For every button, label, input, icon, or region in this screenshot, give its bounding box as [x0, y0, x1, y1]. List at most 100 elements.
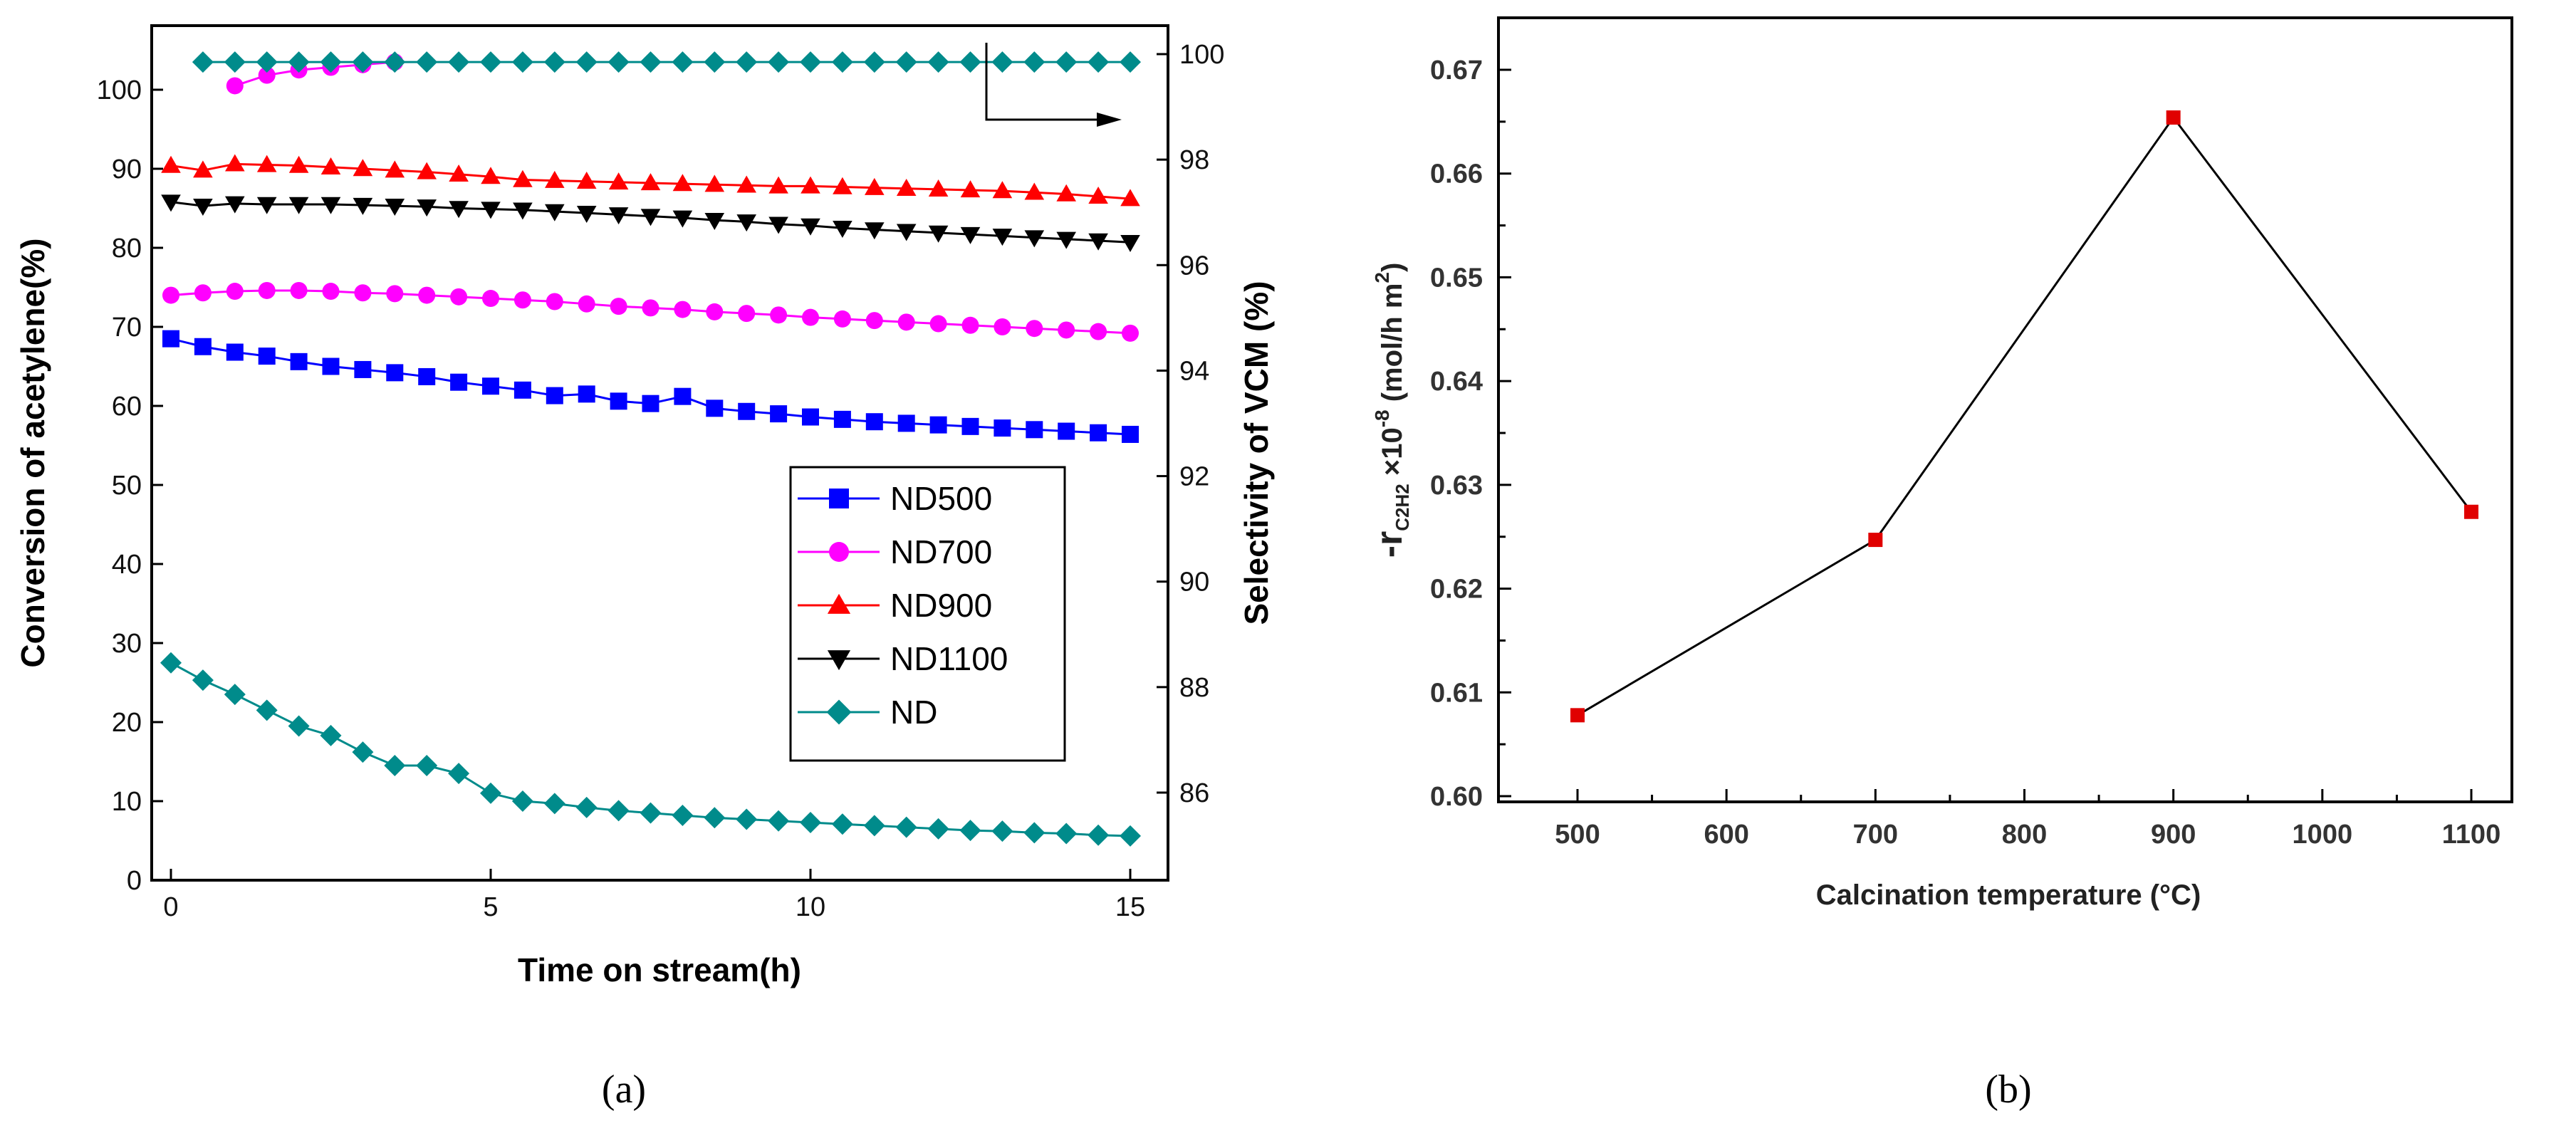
point-nd700 — [994, 318, 1011, 335]
point-nd700 — [802, 308, 819, 326]
point-nd500 — [833, 410, 851, 428]
point-nd700 — [610, 298, 627, 315]
x-tick-label: 15 — [1115, 892, 1145, 922]
point-nd900 — [320, 157, 341, 174]
point-nd — [768, 810, 790, 832]
point-nd500 — [162, 330, 179, 348]
point-nd700 — [642, 299, 659, 317]
point-nd — [640, 802, 662, 824]
point-nd1100 — [704, 212, 725, 230]
point-nd1100 — [833, 221, 852, 239]
legend-marker-nd — [826, 699, 852, 725]
selectivity-point-nd — [1023, 51, 1045, 73]
chart-b-frame — [1497, 16, 2513, 803]
selectivity-point-nd — [224, 51, 246, 73]
selectivity-point-nd — [863, 51, 885, 73]
point-nd900 — [225, 154, 245, 172]
point-nd — [991, 820, 1013, 842]
y-tick-label: 0 — [127, 866, 142, 896]
legend-label-nd: ND — [890, 694, 937, 731]
chart-b-y-axis-title: -rC2H2 ×10-8 (mol/h m2) — [1369, 263, 1413, 558]
point-nd500 — [929, 416, 947, 434]
series-line-nd500 — [170, 338, 1131, 436]
chart-a-y2-axis-title: Selectivity of VCM (%) — [1238, 281, 1275, 625]
y2-tick-label: 86 — [1179, 778, 1209, 808]
y-tick-label: 10 — [112, 787, 142, 817]
point-nd — [800, 811, 821, 833]
y-tick-label: 0.61 — [1430, 678, 1483, 708]
panel-label-a: (a) — [602, 1067, 646, 1112]
point-nd700 — [546, 293, 563, 310]
legend-marker-nd1100 — [827, 650, 851, 671]
x-tick-label: 800 — [2002, 820, 2047, 850]
selectivity-point-nd — [672, 51, 694, 73]
selectivity-point-nd — [800, 51, 821, 73]
point-nd1100 — [225, 196, 245, 214]
point-nd900 — [672, 174, 693, 192]
point-nd1100 — [992, 229, 1013, 246]
point-nd700 — [865, 312, 883, 330]
point-nd1100 — [481, 202, 501, 219]
point-nd500 — [354, 360, 372, 378]
point-nd — [256, 699, 278, 721]
point-nd900 — [449, 164, 469, 182]
point-nd1100 — [1088, 233, 1108, 251]
point-nd900 — [768, 176, 788, 194]
point-nd — [927, 818, 949, 840]
point-nd — [480, 782, 501, 804]
point-nd900 — [896, 178, 917, 196]
selectivity-point-nd — [831, 51, 853, 73]
y-tick-label: 100 — [97, 75, 142, 105]
chart-b: 500 600 700 800 900 1000 1100 0.60 0.61 0.62 0.63… — [1369, 16, 2513, 911]
point-nd1100 — [801, 218, 820, 236]
legend-label-nd500: ND500 — [890, 480, 992, 517]
y-tick-label: 20 — [112, 708, 142, 738]
point-nd — [352, 741, 374, 763]
point-nd500 — [674, 387, 692, 405]
point-nd — [192, 669, 214, 691]
point-nd1100 — [608, 207, 629, 225]
y-tick-label: 60 — [112, 392, 142, 422]
point-nd500 — [994, 419, 1011, 437]
point-nd — [1120, 825, 1141, 847]
point-nd1100 — [193, 198, 213, 216]
point-nd700 — [738, 305, 756, 323]
point-nd500 — [802, 408, 819, 426]
point-nd — [320, 724, 342, 746]
legend-marker-nd900 — [827, 593, 851, 614]
x-tick-label: 600 — [1704, 820, 1748, 850]
point-nd700 — [258, 281, 276, 299]
y2-tick-label: 96 — [1179, 251, 1209, 281]
point-nd500 — [513, 381, 531, 399]
legend-label-nd700: ND700 — [890, 533, 992, 570]
x-tick-label: 1100 — [2442, 820, 2501, 850]
point-nd700 — [578, 295, 595, 313]
point-nd500 — [578, 385, 595, 403]
point-nd500 — [865, 413, 883, 431]
point-nd500 — [386, 364, 404, 382]
y-tick-label: 0.65 — [1430, 263, 1483, 293]
point-nd1100 — [545, 204, 565, 221]
y2-tick-label: 88 — [1179, 673, 1209, 703]
point-nd900 — [1024, 182, 1045, 200]
point-nd500 — [226, 343, 244, 361]
rate-point — [1570, 708, 1585, 723]
point-nd700 — [674, 301, 692, 318]
point-nd500 — [1090, 424, 1107, 442]
y-tick-label: 0.64 — [1430, 367, 1483, 397]
selectivity-point-nd — [895, 51, 917, 73]
point-nd1100 — [385, 198, 405, 216]
point-nd — [288, 715, 310, 737]
point-nd500 — [450, 373, 468, 391]
point-nd700 — [1058, 321, 1075, 339]
chart-a-axis-arrow — [985, 43, 1122, 127]
selectivity-point-nd — [448, 51, 470, 73]
point-nd — [448, 763, 470, 785]
y-tick-label: 0.66 — [1430, 160, 1483, 189]
point-nd1100 — [928, 225, 949, 243]
point-nd700 — [162, 286, 179, 304]
selectivity-point-nd — [416, 51, 438, 73]
point-nd500 — [1058, 422, 1075, 440]
y2-tick-label: 92 — [1179, 462, 1209, 492]
rate-point — [2464, 504, 2478, 519]
